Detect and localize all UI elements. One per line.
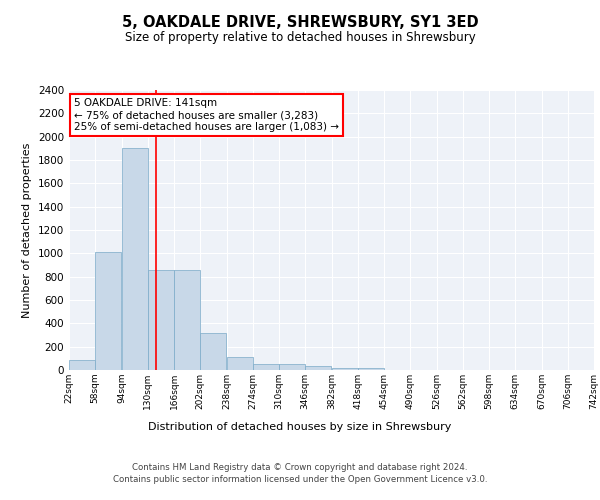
Text: Contains HM Land Registry data © Crown copyright and database right 2024.: Contains HM Land Registry data © Crown c… — [132, 463, 468, 472]
Bar — [148, 270, 174, 370]
Bar — [227, 356, 253, 370]
Y-axis label: Number of detached properties: Number of detached properties — [22, 142, 32, 318]
Bar — [95, 252, 121, 370]
Bar — [122, 148, 148, 370]
Text: Distribution of detached houses by size in Shrewsbury: Distribution of detached houses by size … — [148, 422, 452, 432]
Text: Size of property relative to detached houses in Shrewsbury: Size of property relative to detached ho… — [125, 31, 475, 44]
Bar — [279, 364, 305, 370]
Bar — [332, 368, 358, 370]
Bar — [200, 333, 226, 370]
Bar — [174, 270, 200, 370]
Bar — [253, 364, 279, 370]
Bar — [69, 360, 95, 370]
Text: Contains public sector information licensed under the Open Government Licence v3: Contains public sector information licen… — [113, 476, 487, 484]
Text: 5 OAKDALE DRIVE: 141sqm
← 75% of detached houses are smaller (3,283)
25% of semi: 5 OAKDALE DRIVE: 141sqm ← 75% of detache… — [74, 98, 339, 132]
Bar — [358, 368, 384, 370]
Text: 5, OAKDALE DRIVE, SHREWSBURY, SY1 3ED: 5, OAKDALE DRIVE, SHREWSBURY, SY1 3ED — [122, 15, 478, 30]
Bar — [305, 366, 331, 370]
